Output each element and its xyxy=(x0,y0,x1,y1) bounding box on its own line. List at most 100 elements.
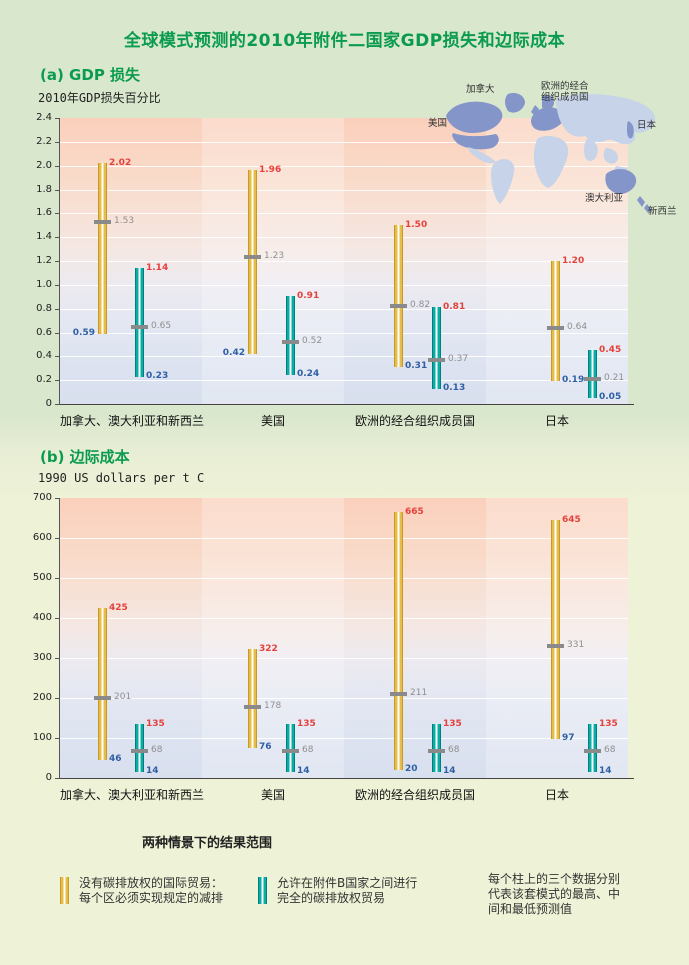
range-bar-yellow-1 xyxy=(247,170,257,354)
legend-note-line3: 间和最低预测值 xyxy=(488,902,573,916)
gridline xyxy=(60,213,628,215)
gridline xyxy=(60,658,628,659)
value-high-yellow-2: 665 xyxy=(405,507,424,517)
map-region-se-asia xyxy=(603,148,628,172)
y-axis-tick-label: 1.0 xyxy=(36,278,52,290)
value-high-teal-0: 135 xyxy=(146,719,165,729)
category-label: 欧洲的经合组织成员国 xyxy=(354,414,475,428)
y-axis-tick xyxy=(55,165,60,167)
gridline xyxy=(60,578,628,579)
range-bar-teal-1 xyxy=(285,295,295,376)
map-label-canada: 加拿大 xyxy=(466,84,495,95)
legend-no-trading-line2: 每个区必须实现规定的减排 xyxy=(79,891,224,905)
mid-marker-yellow-2 xyxy=(389,304,407,309)
range-bar-yellow-2 xyxy=(393,512,403,770)
range-bar-teal-2 xyxy=(431,724,441,773)
y-axis-tick xyxy=(55,538,60,539)
y-axis-tick-label: 400 xyxy=(32,612,52,623)
y-axis-tick xyxy=(55,356,60,358)
y-axis-tick xyxy=(55,332,60,334)
y-axis-tick xyxy=(55,141,60,143)
legend-full-trading-line1: 允许在附件B国家之间进行 xyxy=(277,876,418,890)
y-axis-tick xyxy=(55,261,60,262)
y-axis-tick-label: 2.2 xyxy=(36,135,52,147)
y-axis-tick-label: 700 xyxy=(32,492,52,503)
range-bar-teal-3 xyxy=(587,724,597,773)
value-low-teal-3: 0.05 xyxy=(599,392,622,403)
value-mid-yellow-3: 0.64 xyxy=(567,321,588,332)
mid-marker-yellow-2 xyxy=(389,691,407,696)
map-region-south-america xyxy=(491,159,515,204)
category-label: 加拿大、澳大利亚和新西兰 xyxy=(60,414,205,428)
range-bar-teal-0 xyxy=(134,724,144,773)
value-low-teal-0: 14 xyxy=(146,766,159,777)
value-low-yellow-3: 0.19 xyxy=(562,375,585,386)
y-axis-tick xyxy=(55,404,60,405)
category-label: 日本 xyxy=(544,414,569,428)
map-region-uk xyxy=(531,105,539,116)
y-axis-tick xyxy=(55,189,60,191)
category-label: 美国 xyxy=(260,788,285,802)
value-high-yellow-0: 425 xyxy=(109,603,128,613)
range-bar-yellow-3 xyxy=(550,520,560,740)
category-label: 日本 xyxy=(544,788,569,802)
map-label-japan: 日本 xyxy=(637,120,657,131)
map-region-greenland xyxy=(505,93,525,113)
range-bar-teal-3 xyxy=(587,350,597,399)
value-mid-teal-2: 0.37 xyxy=(448,353,469,364)
y-axis-tick xyxy=(55,778,60,779)
y-axis-tick xyxy=(55,284,60,286)
value-mid-teal-3: 68 xyxy=(604,744,616,755)
y-axis-tick-label: 0.4 xyxy=(36,350,52,362)
mid-marker-teal-0 xyxy=(130,324,148,329)
y-axis-tick-label: 1.2 xyxy=(36,255,52,266)
category-label: 美国 xyxy=(260,414,285,428)
value-high-yellow-1: 322 xyxy=(259,644,278,655)
range-bar-yellow-1 xyxy=(247,649,257,748)
value-high-yellow-1: 1.96 xyxy=(259,165,282,176)
value-mid-yellow-1: 1.23 xyxy=(264,251,285,262)
value-low-yellow-1: 0.42 xyxy=(222,347,245,358)
value-mid-yellow-2: 211 xyxy=(410,687,428,698)
map-region-scandinavia xyxy=(542,94,555,110)
gridline xyxy=(60,380,628,382)
value-mid-teal-1: 0.52 xyxy=(302,336,323,347)
gridline xyxy=(60,356,628,358)
range-bar-yellow-3 xyxy=(550,261,560,382)
map-label-oecd-europe-line2: 组织成员国 xyxy=(541,92,589,103)
mid-marker-teal-1 xyxy=(281,748,299,753)
y-axis-tick xyxy=(55,738,60,739)
y-axis-tick-label: 2.4 xyxy=(36,112,52,123)
value-high-teal-0: 1.14 xyxy=(146,263,169,274)
y-axis-tick-label: 2.0 xyxy=(36,159,52,171)
y-axis-tick xyxy=(55,237,60,239)
gridline xyxy=(60,538,628,539)
mid-marker-yellow-3 xyxy=(546,643,564,648)
y-axis-tick-label: 0 xyxy=(45,398,52,409)
y-axis-tick xyxy=(55,118,60,119)
value-mid-teal-0: 0.65 xyxy=(151,320,172,331)
x-axis-line xyxy=(59,404,634,405)
value-mid-yellow-2: 0.82 xyxy=(410,300,431,311)
gridline xyxy=(60,165,628,167)
y-axis-tick-label: 1.6 xyxy=(36,207,52,219)
legend-full-trading-line2: 完全的碳排放权贸易 xyxy=(277,891,386,905)
gridline xyxy=(60,261,628,262)
map-region-mexico xyxy=(468,147,496,164)
y-axis-tick-label: 500 xyxy=(32,572,52,583)
value-low-yellow-3: 97 xyxy=(562,733,575,744)
gridline xyxy=(60,237,628,239)
range-bar-teal-1 xyxy=(285,724,295,773)
value-low-teal-1: 14 xyxy=(297,766,310,777)
gridline xyxy=(60,332,628,334)
y-axis-tick xyxy=(55,380,60,382)
y-axis-tick xyxy=(55,308,60,310)
mid-marker-yellow-3 xyxy=(546,325,564,330)
y-axis-tick xyxy=(55,698,60,699)
panel-b-label: (b) 边际成本 xyxy=(40,448,130,466)
value-high-yellow-3: 645 xyxy=(562,515,581,525)
category-label: 欧洲的经合组织成员国 xyxy=(354,788,475,802)
value-low-teal-2: 14 xyxy=(443,766,456,777)
category-label: 加拿大、澳大利亚和新西兰 xyxy=(60,788,205,802)
